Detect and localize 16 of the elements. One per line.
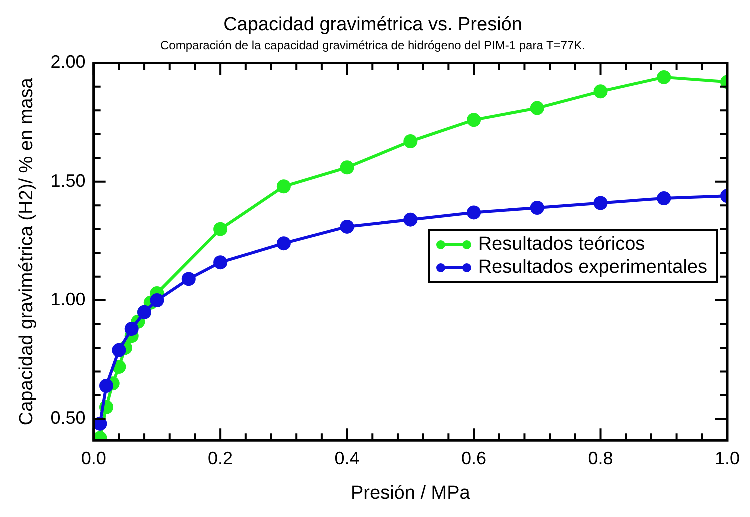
- legend-label: Resultados teóricos: [478, 233, 646, 256]
- y-tick-label: 1.50: [50, 170, 86, 191]
- y-tick-label: 2.00: [50, 52, 86, 72]
- x-tick-label: 0.0: [81, 448, 106, 468]
- y-tick-label: 0.50: [50, 408, 86, 428]
- x-tick-label: 0.4: [334, 448, 360, 468]
- x-tick-label: 0.6: [462, 448, 487, 468]
- chart-title: Capacidad gravimétrica vs. Presión: [224, 14, 522, 36]
- x-axis-title: Presión / MPa: [350, 482, 471, 504]
- chart-subtitle: Comparación de la capacidad gravimétrica de hidrógeno del PIM-1 para T=77K.: [160, 38, 586, 52]
- x-tick-label: 0.2: [208, 448, 234, 468]
- y-tick-label: 1.00: [50, 290, 86, 310]
- x-tick-label: 0.8: [588, 448, 614, 468]
- x-tick-label: 1.0: [714, 448, 740, 468]
- y-axis-title: Capacidad gravimétrica (H2)/ % en masa: [16, 78, 38, 426]
- legend-label: Resultados experimentales: [478, 256, 708, 280]
